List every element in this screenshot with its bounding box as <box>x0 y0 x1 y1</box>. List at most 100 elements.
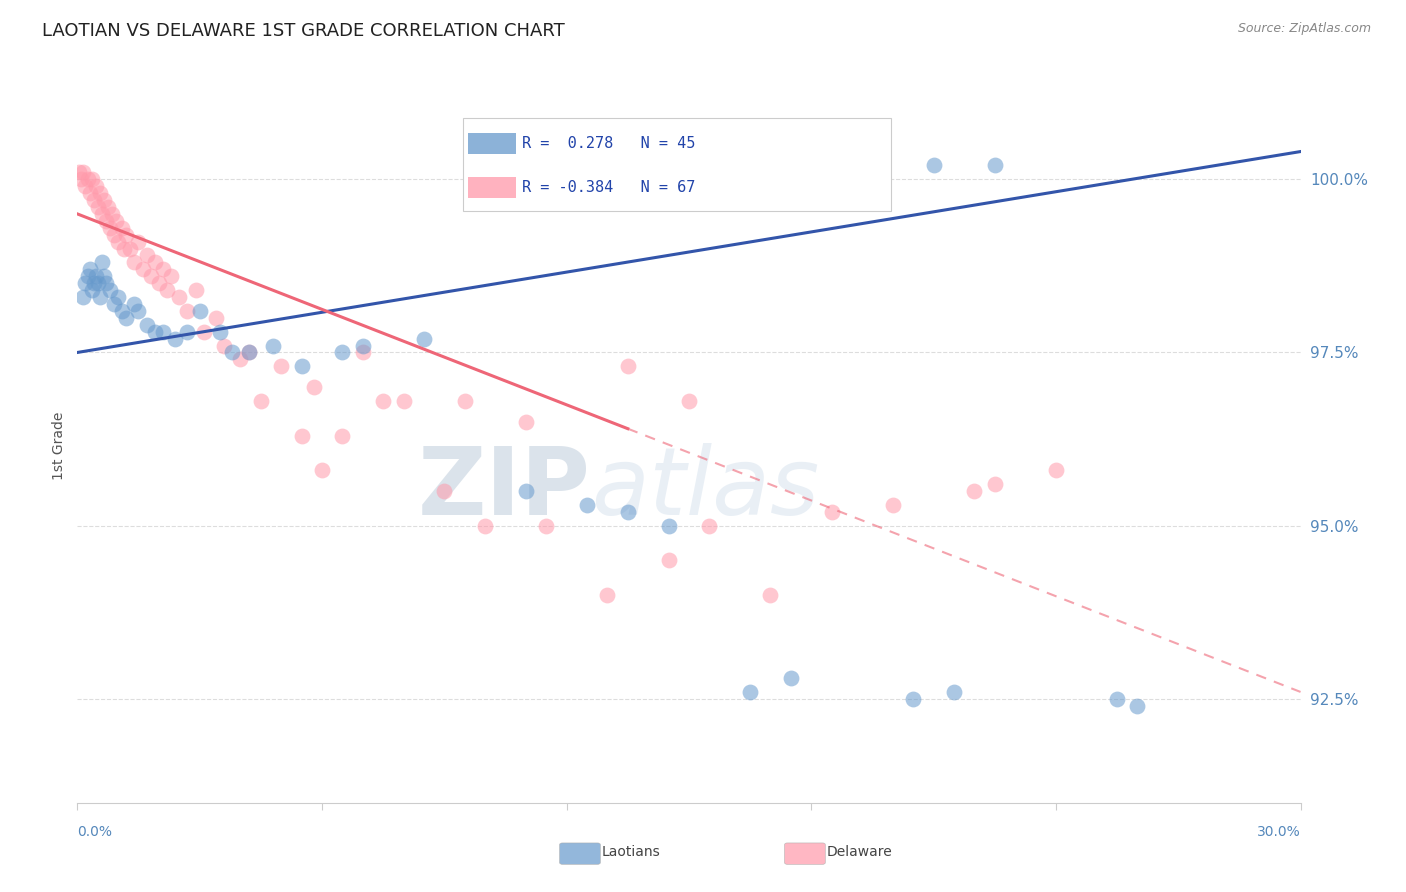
Delaware <box>105 214 128 228</box>
Delaware <box>131 262 153 277</box>
Laotians <box>83 276 105 290</box>
Delaware <box>98 220 121 235</box>
Laotians <box>124 297 146 311</box>
Laotians <box>127 304 149 318</box>
Laotians <box>1126 698 1149 713</box>
Delaware <box>270 359 292 374</box>
Laotians <box>90 255 112 269</box>
Delaware <box>112 242 135 256</box>
Laotians <box>111 304 134 318</box>
Y-axis label: 1st Grade: 1st Grade <box>52 412 66 480</box>
Delaware <box>250 394 273 409</box>
Delaware <box>83 193 105 207</box>
Delaware <box>101 207 124 221</box>
Laotians <box>107 290 129 304</box>
Delaware <box>70 172 93 186</box>
Delaware <box>371 394 394 409</box>
Text: 30.0%: 30.0% <box>1257 825 1301 839</box>
Laotians <box>152 325 174 339</box>
Delaware <box>678 394 700 409</box>
Text: ZIP: ZIP <box>418 442 591 535</box>
Delaware <box>124 255 146 269</box>
Delaware <box>107 235 129 249</box>
Delaware <box>184 283 207 297</box>
Delaware <box>534 518 557 533</box>
Delaware <box>229 352 252 367</box>
Delaware <box>127 235 149 249</box>
Delaware <box>311 463 333 477</box>
Laotians <box>94 276 117 290</box>
Laotians <box>658 518 681 533</box>
Text: R = -0.384   N = 67: R = -0.384 N = 67 <box>522 180 695 194</box>
Laotians <box>103 297 125 311</box>
Text: Source: ZipAtlas.com: Source: ZipAtlas.com <box>1237 22 1371 36</box>
Laotians <box>332 345 354 359</box>
Laotians <box>76 269 98 284</box>
Laotians <box>413 332 436 346</box>
Delaware <box>156 283 179 297</box>
Text: LAOTIAN VS DELAWARE 1ST GRADE CORRELATION CHART: LAOTIAN VS DELAWARE 1ST GRADE CORRELATIO… <box>42 22 565 40</box>
Text: R =  0.278   N = 45: R = 0.278 N = 45 <box>522 136 695 152</box>
Delaware <box>111 220 134 235</box>
Laotians <box>79 262 101 277</box>
Laotians <box>188 304 211 318</box>
Laotians <box>143 325 166 339</box>
Delaware <box>212 338 235 352</box>
Delaware <box>120 242 142 256</box>
Delaware <box>135 248 157 262</box>
Delaware <box>1045 463 1067 477</box>
Laotians <box>75 276 97 290</box>
Delaware <box>963 483 986 498</box>
Delaware <box>160 269 183 284</box>
Delaware <box>80 172 103 186</box>
Delaware <box>658 553 681 567</box>
Text: Delaware: Delaware <box>827 845 893 859</box>
Delaware <box>352 345 374 359</box>
Laotians <box>740 685 762 699</box>
Delaware <box>474 518 496 533</box>
Laotians <box>165 332 187 346</box>
Delaware <box>97 200 120 214</box>
Delaware <box>176 304 198 318</box>
Delaware <box>169 290 191 304</box>
Delaware <box>72 165 94 179</box>
Laotians <box>176 325 198 339</box>
Delaware <box>596 588 619 602</box>
Laotians <box>515 483 537 498</box>
Delaware <box>84 179 107 194</box>
Delaware <box>205 310 228 325</box>
Laotians <box>135 318 157 332</box>
Delaware <box>79 186 101 201</box>
Delaware <box>143 255 166 269</box>
Delaware <box>76 172 98 186</box>
Laotians <box>238 345 260 359</box>
Laotians <box>262 338 284 352</box>
Delaware <box>617 359 640 374</box>
Text: Laotians: Laotians <box>602 845 661 859</box>
Delaware <box>515 415 537 429</box>
Text: 0.0%: 0.0% <box>77 825 112 839</box>
Delaware <box>759 588 782 602</box>
Delaware <box>302 380 325 394</box>
Delaware <box>115 227 138 242</box>
Laotians <box>221 345 243 359</box>
Delaware <box>93 193 115 207</box>
Laotians <box>80 283 103 297</box>
Laotians <box>984 158 1007 172</box>
Delaware <box>193 325 215 339</box>
Delaware <box>148 276 170 290</box>
Delaware <box>433 483 456 498</box>
Laotians <box>115 310 138 325</box>
Delaware <box>453 394 475 409</box>
Delaware <box>94 214 117 228</box>
Delaware <box>882 498 904 512</box>
Delaware <box>238 345 260 359</box>
Laotians <box>576 498 599 512</box>
Delaware <box>75 179 97 194</box>
Laotians <box>98 283 121 297</box>
Delaware <box>699 518 721 533</box>
Text: atlas: atlas <box>591 443 820 534</box>
Laotians <box>1107 691 1129 706</box>
Delaware <box>392 394 415 409</box>
Delaware <box>103 227 125 242</box>
